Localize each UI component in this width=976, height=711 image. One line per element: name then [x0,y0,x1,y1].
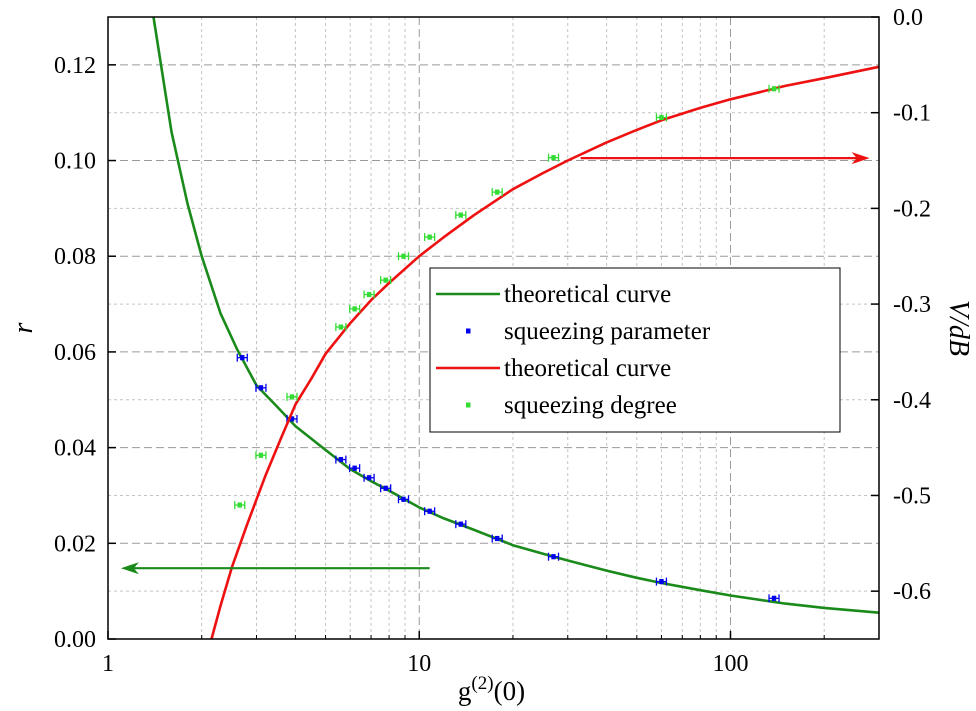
data-point [768,594,780,603]
series-line-0 [152,16,880,614]
arrow-head [851,152,870,165]
point-marker [258,452,264,458]
ticks: 1 10 100 0.00 0.02 0.04 0.06 0.08 0.10 0.12 0.0 -0.… [54,5,931,677]
point-marker [240,355,245,361]
point-marker [352,465,357,471]
data-point [768,84,780,93]
data-point [348,304,361,313]
legend-box [429,267,841,433]
point-marker [551,554,556,560]
data-point [424,507,436,516]
data-point [491,534,503,543]
data-point [397,252,410,261]
legend-entry-3: squeezing degree [466,392,677,419]
x-tick-label: 100 [712,651,748,677]
legend-label: theoretical curve [504,355,671,382]
y-axis-title: r [8,322,39,333]
data-point [655,113,668,122]
point-marker [771,595,777,601]
data-point [335,323,347,332]
arrow-head [120,562,139,575]
point-marker [427,234,432,240]
x-tick-label: 10 [407,651,431,677]
point-marker [659,578,664,585]
data-point [234,501,246,510]
point-marker [289,394,295,400]
point-marker [258,385,264,391]
data-point [455,211,467,220]
y2-tick-label: 0.0 [893,5,923,31]
y-tick-label: 0.08 [54,244,96,270]
legend-swatch-marker [466,328,471,334]
y2-tick-label: -0.3 [893,292,931,318]
legend-entry-0: theoretical curve [436,281,671,308]
y-tick-label: 0.02 [54,531,96,557]
data-point [363,290,375,299]
y2-axis-title: V/dB [943,300,974,356]
y2-tick-label: -0.2 [893,196,931,222]
point-marker [366,475,372,481]
point-marker [366,291,372,298]
data-point [255,451,267,460]
point-marker [383,277,388,283]
data-point [363,473,375,482]
point-marker [771,86,777,92]
point-marker [237,502,242,508]
point-marker [427,508,432,514]
arrow-annotation-1 [580,152,870,165]
point-marker [401,253,406,259]
plot-frame [107,16,880,640]
legend: theoretical curve squeezing parameter theo… [429,267,841,433]
y-tick-label: 0.10 [54,149,96,175]
point-marker [352,306,357,312]
legend-swatch-marker [466,402,471,408]
point-marker [383,485,388,491]
data-point [424,233,436,242]
data-point [455,520,467,529]
data-point [380,276,392,285]
data-point [547,552,560,561]
legend-entry-1: squeezing parameter [466,318,711,345]
point-marker [494,189,500,195]
point-marker [401,496,406,502]
point-marker [659,114,664,121]
data-point [380,484,392,493]
y2-tick-label: -0.5 [893,483,931,509]
data-point [491,188,503,197]
point-marker [289,416,295,422]
legend-entries: theoretical curve squeezing parameter theo… [436,281,711,419]
y-tick-label: 0.06 [54,340,96,366]
point-marker [338,456,344,463]
y-tick-label: 0.04 [54,436,96,462]
x-tick-label: 1 [102,651,114,677]
data-point [236,353,248,362]
data-point [655,577,668,586]
legend-label: squeezing degree [504,392,677,419]
plot-marks [120,16,880,640]
y-tick-label: 0.00 [54,627,96,653]
data-point [397,495,410,504]
data-point [547,153,560,162]
y2-tick-label: -0.4 [893,388,931,414]
point-marker [494,535,500,542]
legend-label: squeezing parameter [504,318,711,345]
point-marker [551,155,556,161]
legend-label: theoretical curve [504,281,671,308]
point-marker [338,324,344,330]
point-marker [458,521,464,527]
series-line-2 [210,65,880,640]
x-axis-title: g(2)(0) [458,673,525,706]
data-point [286,392,298,401]
data-point [335,455,347,464]
y2-tick-label: -0.6 [893,579,931,605]
point-marker [458,212,464,218]
arrow-annotation-0 [120,562,430,575]
data-point [348,464,361,473]
y-tick-label: 0.12 [54,53,96,79]
legend-entry-2: theoretical curve [436,355,671,382]
y2-tick-label: -0.1 [893,101,931,127]
data-point [255,383,267,392]
